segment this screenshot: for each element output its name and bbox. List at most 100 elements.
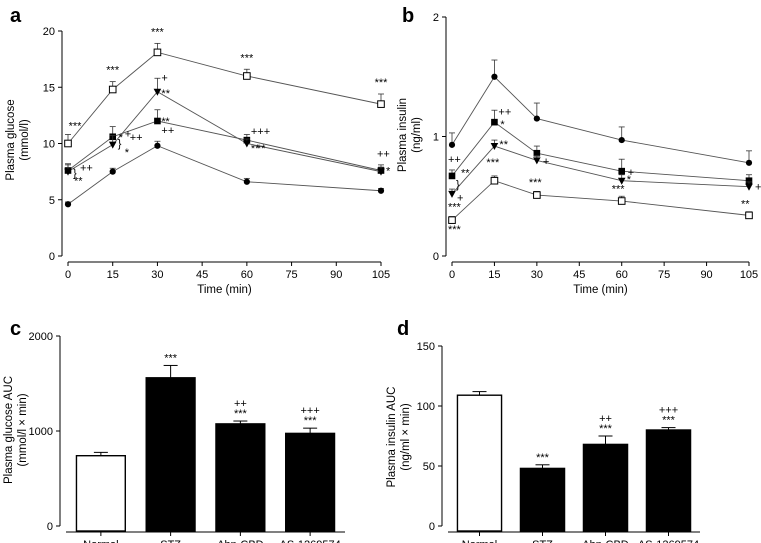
bar-AS-1269574 [645, 429, 692, 532]
data-point-Abn-CBD [533, 149, 541, 157]
x-tick-label: 0 [65, 269, 71, 281]
data-point-AS-1269574 [153, 88, 162, 96]
y-axis-label: (mmol/l) [19, 119, 31, 161]
data-point-STZ [490, 176, 499, 185]
data-point-STZ [377, 100, 385, 108]
x-tick-label-STZ: STZ [532, 539, 553, 543]
x-tick-label: 75 [658, 269, 670, 281]
annotation: *** [151, 26, 165, 38]
significance-label: +++ [659, 405, 678, 417]
x-axis-label: Time (min) [197, 284, 252, 296]
x-tick-label: 30 [151, 269, 163, 281]
data-point-AS-1269574 [490, 143, 499, 151]
data-point-Normal [448, 141, 456, 148]
annotation: *** [69, 120, 83, 132]
x-tick-label-AS-1269574: AS-1269574 [638, 539, 699, 543]
annotation: ** [461, 167, 470, 179]
x-tick-label-Normal: Normal [462, 539, 497, 543]
significance-label: *** [536, 452, 550, 464]
annotation: * [165, 116, 170, 128]
bar-STZ [519, 467, 566, 532]
x-axis-label: Time (min) [573, 284, 628, 296]
y-tick-label: 0 [49, 251, 55, 263]
significance-label: ++ [234, 398, 247, 410]
annotation: +++ [251, 126, 270, 138]
y-axis-label: (ng/ml) [411, 117, 423, 153]
annotation: } [456, 179, 460, 191]
x-tick-label: 105 [740, 269, 758, 281]
annotation: *** [529, 177, 543, 189]
significance-label: *** [234, 408, 248, 420]
data-point-Normal [377, 187, 385, 194]
annotation: * [386, 166, 391, 178]
annotation: } [73, 168, 77, 180]
annotation: *** [612, 184, 626, 196]
annotation: *** [375, 77, 389, 89]
data-point-AS-1269574 [745, 183, 753, 191]
data-point-AS-1269574 [108, 141, 117, 149]
annotation: + [125, 128, 131, 140]
annotation: *** [448, 202, 462, 214]
data-point-Normal [618, 136, 625, 144]
x-tick-label: 75 [285, 269, 297, 281]
data-point-Abn-CBD [448, 172, 456, 180]
data-point-Normal [154, 142, 161, 149]
x-tick-label: 0 [449, 269, 455, 281]
data-point-AS-1269574 [64, 168, 72, 176]
annotation: + [755, 182, 761, 194]
y-tick-label: 50 [423, 461, 435, 473]
x-tick-label-Normal: Normal [83, 539, 118, 543]
x-tick-label: 45 [196, 269, 208, 281]
annotation: * [125, 147, 130, 159]
series-line-Normal [67, 145, 382, 205]
annotation: ++ [448, 154, 461, 166]
annotation: ++ [377, 149, 390, 161]
x-tick-label-Abn-CBD: Abn-CBD [217, 539, 264, 543]
y-tick-label: 1 [433, 132, 439, 144]
annotation: ++ [498, 106, 511, 118]
y-tick-label: 0 [429, 521, 435, 533]
data-point-AS-1269574 [377, 168, 385, 176]
bar-Normal [75, 455, 126, 532]
series-line-Abn-CBD [67, 120, 382, 171]
data-point-Abn-CBD [154, 117, 161, 125]
y-tick-label: 2 [433, 12, 439, 24]
data-point-STZ [64, 139, 72, 148]
x-tick-label: 90 [700, 269, 712, 281]
annotation: ++ [80, 162, 93, 174]
annotation: ** [499, 139, 508, 151]
annotation: * [119, 132, 124, 144]
annotation: *** [240, 52, 254, 64]
panel-letter-b: b [402, 5, 414, 27]
annotation: *** [486, 157, 500, 169]
y-axis-label: Plasma glucose [5, 99, 17, 180]
annotation: * [161, 116, 166, 128]
bar-STZ [145, 377, 196, 532]
panel-letter-a: a [10, 5, 22, 27]
significance-label: *** [164, 352, 178, 364]
annotation: *** [106, 65, 120, 77]
y-axis-label: Plasma insulin AUC [386, 387, 398, 488]
data-point-Normal [533, 115, 540, 122]
bar-Abn-CBD [582, 443, 629, 532]
y-axis-label: (mmol/l × min) [17, 393, 29, 466]
annotation: ** [161, 88, 170, 100]
annotation: ** [74, 175, 83, 187]
x-tick-label: 15 [107, 269, 119, 281]
y-tick-label: 0 [47, 521, 53, 533]
data-point-Normal [64, 201, 72, 208]
data-point-STZ [448, 216, 456, 224]
y-tick-label: 150 [417, 341, 435, 353]
bar-Normal [456, 394, 503, 532]
y-tick-label: 100 [417, 401, 435, 413]
annotation: ++ [130, 132, 143, 144]
data-point-STZ [745, 211, 753, 220]
x-tick-label: 60 [241, 269, 253, 281]
data-point-Abn-CBD [618, 167, 626, 175]
y-tick-label: 20 [43, 26, 55, 38]
x-tick-label: 30 [531, 269, 543, 281]
data-point-STZ [243, 72, 251, 80]
annotation: ** [257, 143, 266, 155]
significance-label: *** [304, 415, 318, 427]
